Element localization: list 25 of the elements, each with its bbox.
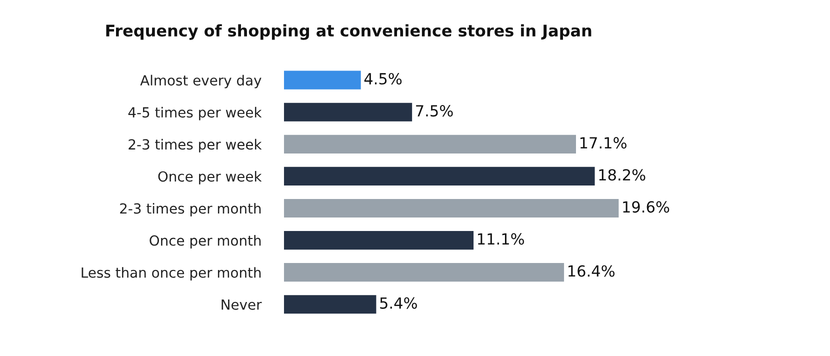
y-tick-label: 2-3 times per month xyxy=(120,202,261,216)
data-label: 16.4% xyxy=(568,265,615,277)
y-tick-label: 4-5 times per week xyxy=(128,106,262,120)
data-label: 17.1% xyxy=(580,137,626,149)
data-label: 4.5% xyxy=(364,72,402,85)
bar xyxy=(284,231,474,250)
y-tick-label: Less than once per month xyxy=(82,267,261,281)
data-label: 11.1% xyxy=(478,233,524,245)
bar xyxy=(284,263,564,282)
bar xyxy=(284,70,361,90)
y-tick-label: 2-3 times per week xyxy=(128,138,262,152)
bar xyxy=(284,295,376,314)
y-tick-label: Once per week xyxy=(158,170,262,184)
y-tick-label: Almost every day xyxy=(140,74,262,88)
data-label: 7.5% xyxy=(416,105,453,117)
bar xyxy=(284,102,412,122)
bar xyxy=(284,134,576,154)
bar xyxy=(284,198,619,218)
y-tick-label: Once per month xyxy=(150,235,261,248)
chart-title: Frequency of shopping at convenience stores in Japan xyxy=(106,24,592,40)
data-label: 18.2% xyxy=(599,169,646,181)
y-tick-label: Never xyxy=(222,300,262,310)
bar xyxy=(284,166,595,186)
data-label: 5.4% xyxy=(380,297,417,309)
data-label: 19.6% xyxy=(623,201,670,213)
